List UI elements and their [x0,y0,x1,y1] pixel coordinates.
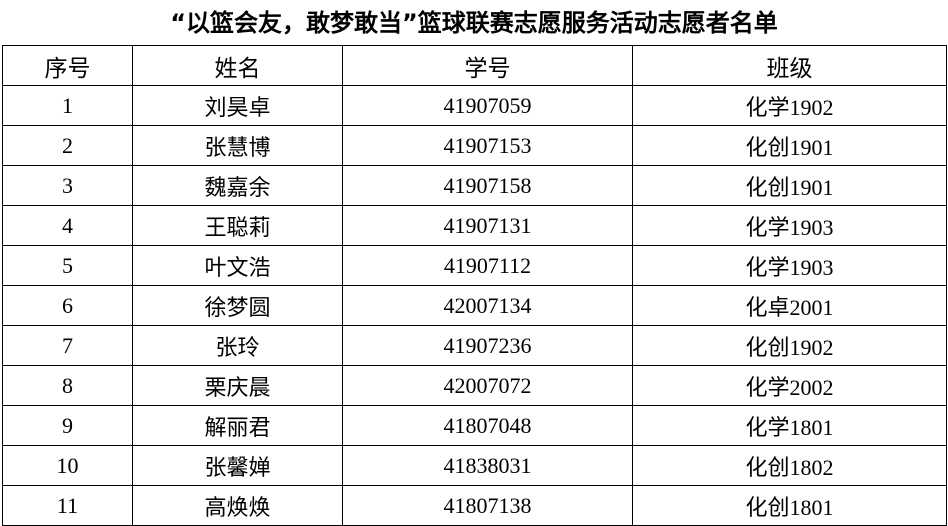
cell-name: 叶文浩 [132,245,343,286]
column-header-name: 姓名 [132,45,343,86]
cell-index: 7 [2,325,133,366]
cell-student-id: 41907158 [342,165,633,206]
cell-class: 化学1902 [632,85,947,126]
cell-class: 化创1901 [632,125,947,166]
cell-index: 1 [2,85,133,126]
cell-student-id: 41838031 [342,445,633,486]
cell-student-id: 41907059 [342,85,633,126]
cell-class: 化创1902 [632,325,947,366]
cell-index: 5 [2,245,133,286]
cell-student-id: 41907236 [342,325,633,366]
cell-index: 6 [2,285,133,326]
volunteer-roster-table: 序号 姓名 学号 班级 1 刘昊卓 41907059 化学1902 2 张慧博 … [2,45,947,526]
cell-student-id: 41907112 [342,245,633,286]
cell-name: 张玲 [132,325,343,366]
cell-class: 化学1801 [632,405,947,446]
page-title: “以篮会友，敢梦敢当”篮球联赛志愿服务活动志愿者名单 [170,9,778,37]
table-row: 6 徐梦圆 42007134 化卓2001 [2,285,947,326]
cell-class: 化创1802 [632,445,947,486]
table-header-row: 序号 姓名 学号 班级 [2,45,947,86]
table-row: 7 张玲 41907236 化创1902 [2,325,947,366]
cell-name: 王聪莉 [132,205,343,246]
cell-name: 张慧博 [132,125,343,166]
cell-name: 解丽君 [132,405,343,446]
cell-index: 3 [2,165,133,206]
column-header-index: 序号 [2,45,133,86]
cell-class: 化学2002 [632,365,947,406]
cell-index: 10 [2,445,133,486]
cell-class: 化创1901 [632,165,947,206]
cell-student-id: 41807048 [342,405,633,446]
cell-class: 化创1801 [632,485,947,526]
table-row: 3 魏嘉余 41907158 化创1901 [2,165,947,206]
cell-student-id: 41807138 [342,485,633,526]
table-row: 9 解丽君 41807048 化学1801 [2,405,947,446]
cell-class: 化学1903 [632,205,947,246]
cell-name: 徐梦圆 [132,285,343,326]
cell-index: 2 [2,125,133,166]
table-row: 4 王聪莉 41907131 化学1903 [2,205,947,246]
cell-name: 栗庆晨 [132,365,343,406]
cell-name: 张馨婵 [132,445,343,486]
cell-name: 高焕焕 [132,485,343,526]
cell-name: 魏嘉余 [132,165,343,206]
table-row: 5 叶文浩 41907112 化学1903 [2,245,947,286]
cell-student-id: 42007134 [342,285,633,326]
cell-class: 化学1903 [632,245,947,286]
document-page: “以篮会友，敢梦敢当”篮球联赛志愿服务活动志愿者名单 序号 姓名 学号 班级 1… [2,9,947,526]
table-row: 8 栗庆晨 42007072 化学2002 [2,365,947,406]
cell-index: 11 [2,485,133,526]
cell-name: 刘昊卓 [132,85,343,126]
table-row: 10 张馨婵 41838031 化创1802 [2,445,947,486]
cell-index: 8 [2,365,133,406]
cell-index: 9 [2,405,133,446]
cell-class: 化卓2001 [632,285,947,326]
cell-student-id: 41907153 [342,125,633,166]
cell-index: 4 [2,205,133,246]
column-header-class: 班级 [632,45,947,86]
cell-student-id: 41907131 [342,205,633,246]
column-header-student-id: 学号 [342,45,633,86]
cell-student-id: 42007072 [342,365,633,406]
table-row: 1 刘昊卓 41907059 化学1902 [2,85,947,126]
table-row: 2 张慧博 41907153 化创1901 [2,125,947,166]
table-row: 11 高焕焕 41807138 化创1801 [2,485,947,526]
